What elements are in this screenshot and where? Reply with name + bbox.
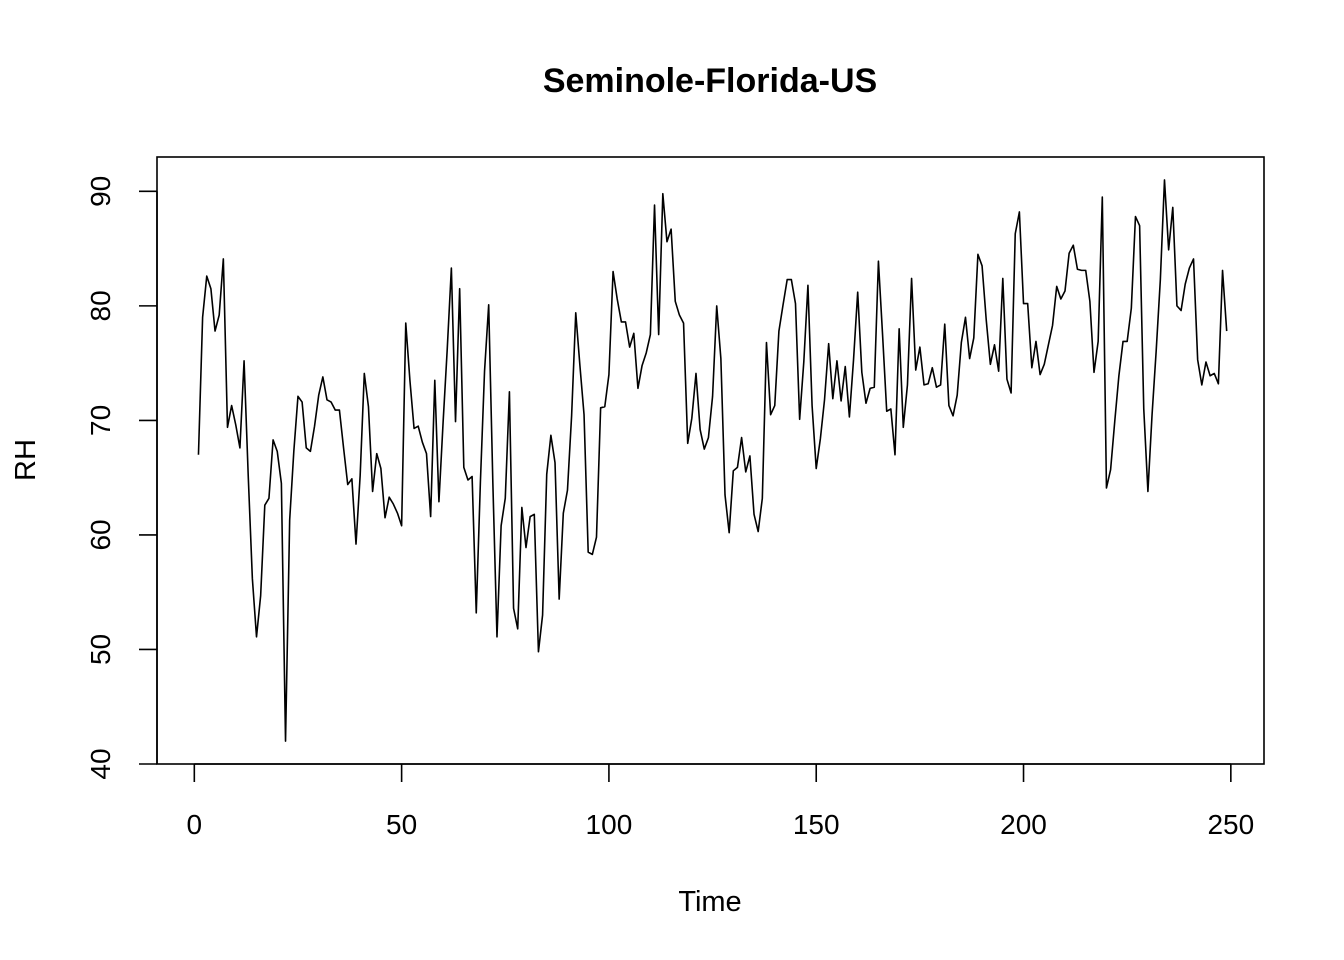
x-tick-label: 100 [586, 809, 633, 840]
x-tick-label: 150 [793, 809, 840, 840]
chart-title: Seminole-Florida-US [543, 62, 877, 100]
x-axis: 0 50 100 150 200 250 [187, 763, 1254, 840]
rh-series-line [197, 179, 1228, 742]
y-tick-label: 60 [85, 519, 116, 550]
y-axis-label: RH [10, 439, 42, 481]
y-tick-label: 40 [85, 748, 116, 779]
x-axis-label: Time [678, 886, 741, 918]
x-tick-label: 200 [1000, 809, 1047, 840]
y-axis: 40 50 60 70 80 90 [85, 176, 158, 780]
x-tick-label: 50 [386, 809, 417, 840]
x-tick-label: 250 [1207, 809, 1254, 840]
y-tick-label: 70 [85, 405, 116, 436]
plot-frame [156, 156, 1265, 765]
y-tick-label: 80 [85, 290, 116, 321]
y-tick-label: 90 [85, 176, 116, 207]
x-tick-label: 0 [187, 809, 203, 840]
y-tick-label: 50 [85, 634, 116, 665]
